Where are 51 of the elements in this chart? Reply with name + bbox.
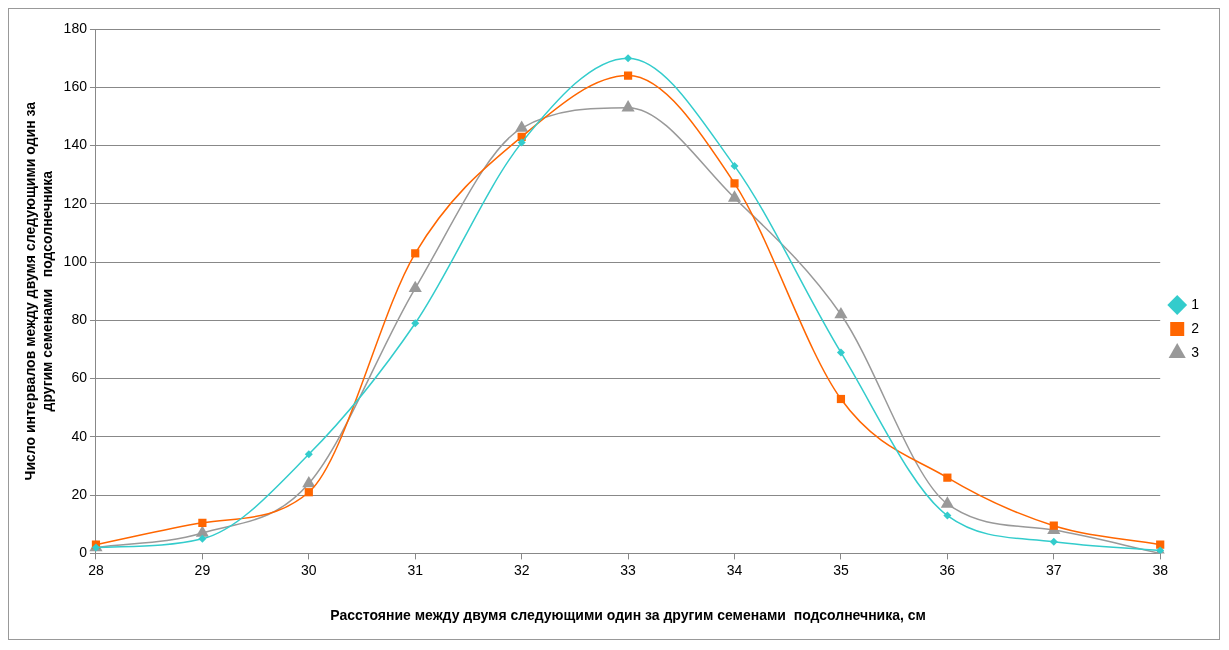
x-tick-label: 34 xyxy=(726,561,743,578)
legend-label: 1 xyxy=(1191,295,1200,312)
x-tick-label: 32 xyxy=(513,561,530,578)
point xyxy=(943,511,952,520)
point xyxy=(727,190,742,202)
x-tick-label: 31 xyxy=(407,561,424,578)
point xyxy=(730,161,739,170)
y-tick-label: 80 xyxy=(71,311,88,328)
point xyxy=(834,306,848,319)
y-tick-label: 100 xyxy=(63,252,88,269)
point xyxy=(624,54,633,63)
legend-label: 3 xyxy=(1191,343,1200,360)
point xyxy=(304,488,313,497)
point xyxy=(517,138,526,147)
point xyxy=(623,71,633,80)
point xyxy=(198,518,207,527)
point xyxy=(304,450,313,459)
y-tick-label: 0 xyxy=(79,544,88,561)
point xyxy=(408,280,422,293)
point xyxy=(411,319,420,328)
y-axis-title: Число интервалов между двумя следующими один за другим семенами подсолнечника xyxy=(22,101,56,481)
x-tick-label: 36 xyxy=(939,561,956,578)
x-tick-label: 29 xyxy=(194,561,211,578)
y-tick-label: 20 xyxy=(71,485,88,502)
point xyxy=(940,496,954,508)
point xyxy=(411,249,420,258)
y-tick-label: 180 xyxy=(63,19,88,36)
x-axis-title: Расстояние между двумя следующими один за другим семенами подсолнечника, см xyxy=(330,607,926,624)
point xyxy=(836,348,845,357)
x-tick-label: 38 xyxy=(1152,561,1169,578)
point xyxy=(1049,521,1058,530)
point xyxy=(302,475,316,488)
x-tick-label: 33 xyxy=(620,561,637,578)
y-tick-label: 160 xyxy=(63,78,88,95)
point xyxy=(621,100,635,112)
y-tick-label: 120 xyxy=(63,194,88,211)
point xyxy=(943,473,952,482)
point xyxy=(730,179,739,188)
x-tick-label: 30 xyxy=(301,561,317,578)
point xyxy=(198,534,207,543)
legend-label: 2 xyxy=(1191,319,1200,336)
y-tick-label: 140 xyxy=(63,136,88,153)
point xyxy=(1049,537,1058,546)
y-tick-label: 40 xyxy=(71,427,88,444)
point xyxy=(836,394,846,404)
x-tick-label: 35 xyxy=(833,561,849,578)
y-tick-label: 60 xyxy=(71,369,88,386)
x-tick-label: 28 xyxy=(88,561,104,578)
x-tick-label: 37 xyxy=(1046,561,1062,578)
point xyxy=(195,525,209,537)
point xyxy=(515,120,529,132)
